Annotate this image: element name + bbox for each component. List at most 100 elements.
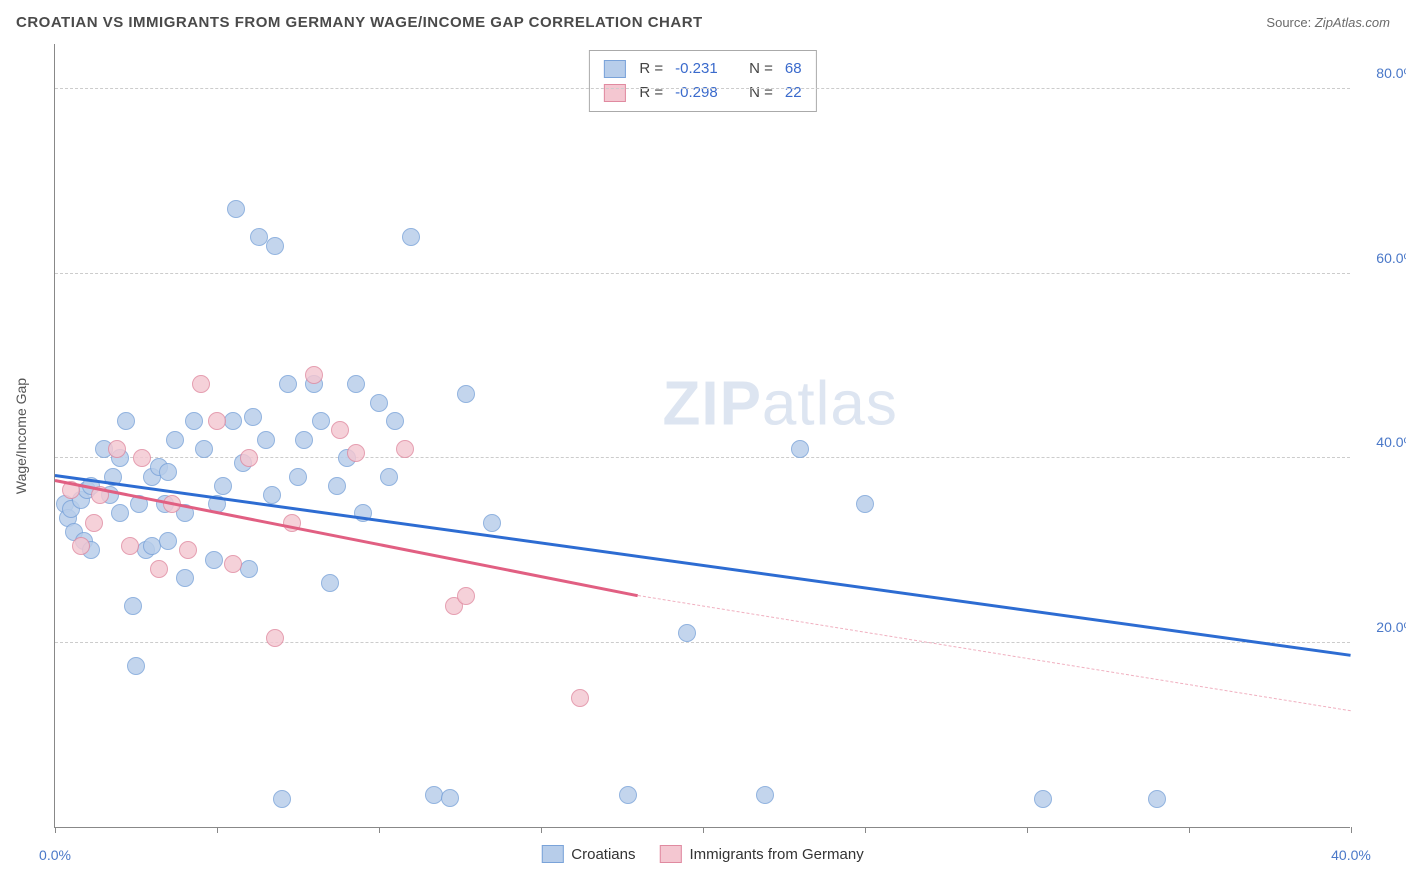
data-point [273,790,291,808]
x-tick [379,827,380,833]
trend-line [55,479,639,597]
legend-row: R =-0.231N =68 [603,57,801,81]
r-label: R = [639,57,663,81]
x-tick [541,827,542,833]
data-point [195,440,213,458]
gridline [55,273,1350,274]
legend-label: Croatians [571,846,635,863]
r-label: R = [639,81,663,105]
data-point [192,375,210,393]
data-point [166,431,184,449]
data-point [756,786,774,804]
data-point [289,468,307,486]
data-point [257,431,275,449]
data-point [124,597,142,615]
data-point [224,412,242,430]
data-point [619,786,637,804]
data-point [244,408,262,426]
data-point [250,228,268,246]
data-point [72,537,90,555]
data-point [328,477,346,495]
data-point [266,237,284,255]
data-point [856,495,874,513]
data-point [185,412,203,430]
data-point [208,412,226,430]
x-tick-label: 40.0% [1331,847,1371,863]
x-tick [1189,827,1190,833]
n-value: 68 [785,57,802,81]
chart-title: CROATIAN VS IMMIGRANTS FROM GERMANY WAGE… [16,14,703,31]
correlation-legend: R =-0.231N =68R =-0.298N =22 [588,50,816,112]
y-tick-label: 20.0% [1360,619,1406,635]
n-label: N = [749,81,773,105]
data-point [678,624,696,642]
data-point [380,468,398,486]
data-point [457,587,475,605]
legend-row: R = -0.298 N = 22 [603,81,801,105]
x-tick [217,827,218,833]
data-point [179,541,197,559]
x-tick-label: 0.0% [39,847,71,863]
legend-swatch [603,60,625,78]
legend-item: Immigrants from Germany [660,845,864,863]
y-tick-label: 60.0% [1360,250,1406,266]
x-tick [1351,827,1352,833]
data-point [402,228,420,246]
data-point [214,477,232,495]
series-legend: Croatians Immigrants from Germany [541,845,863,863]
data-point [305,366,323,384]
source-value: ZipAtlas.com [1315,15,1390,30]
data-point [370,394,388,412]
data-point [121,537,139,555]
data-point [111,504,129,522]
y-tick-label: 80.0% [1360,65,1406,81]
x-tick [703,827,704,833]
r-value: -0.298 [675,81,731,105]
data-point [266,629,284,647]
data-point [347,444,365,462]
gridline [55,642,1350,643]
data-point [240,449,258,467]
data-point [331,421,349,439]
data-point [224,555,242,573]
data-point [312,412,330,430]
x-tick [1027,827,1028,833]
data-point [279,375,297,393]
watermark-text: ZIPatlas [662,369,897,440]
data-point [227,200,245,218]
n-label: N = [749,57,773,81]
legend-item: Croatians [541,845,635,863]
y-tick-label: 40.0% [1360,434,1406,450]
data-point [150,560,168,578]
data-point [205,551,223,569]
data-point [441,789,459,807]
trend-line [638,595,1351,711]
data-point [791,440,809,458]
data-point [1148,790,1166,808]
data-point [127,657,145,675]
data-point [571,689,589,707]
data-point [108,440,126,458]
data-point [321,574,339,592]
data-point [295,431,313,449]
data-point [117,412,135,430]
data-point [176,569,194,587]
data-point [386,412,404,430]
source-attribution: Source: ZipAtlas.com [1266,15,1390,30]
data-point [1034,790,1052,808]
data-point [159,463,177,481]
legend-swatch [541,845,563,863]
n-value: 22 [785,81,802,105]
source-label: Source: [1266,15,1311,30]
data-point [263,486,281,504]
data-point [133,449,151,467]
data-point [483,514,501,532]
data-point [425,786,443,804]
legend-swatch [660,845,682,863]
data-point [85,514,103,532]
chart-plot-area: Wage/Income Gap ZIPatlas R =-0.231N =68R… [54,44,1350,828]
data-point [159,532,177,550]
data-point [240,560,258,578]
legend-label: Immigrants from Germany [690,846,864,863]
legend-swatch [603,84,625,102]
